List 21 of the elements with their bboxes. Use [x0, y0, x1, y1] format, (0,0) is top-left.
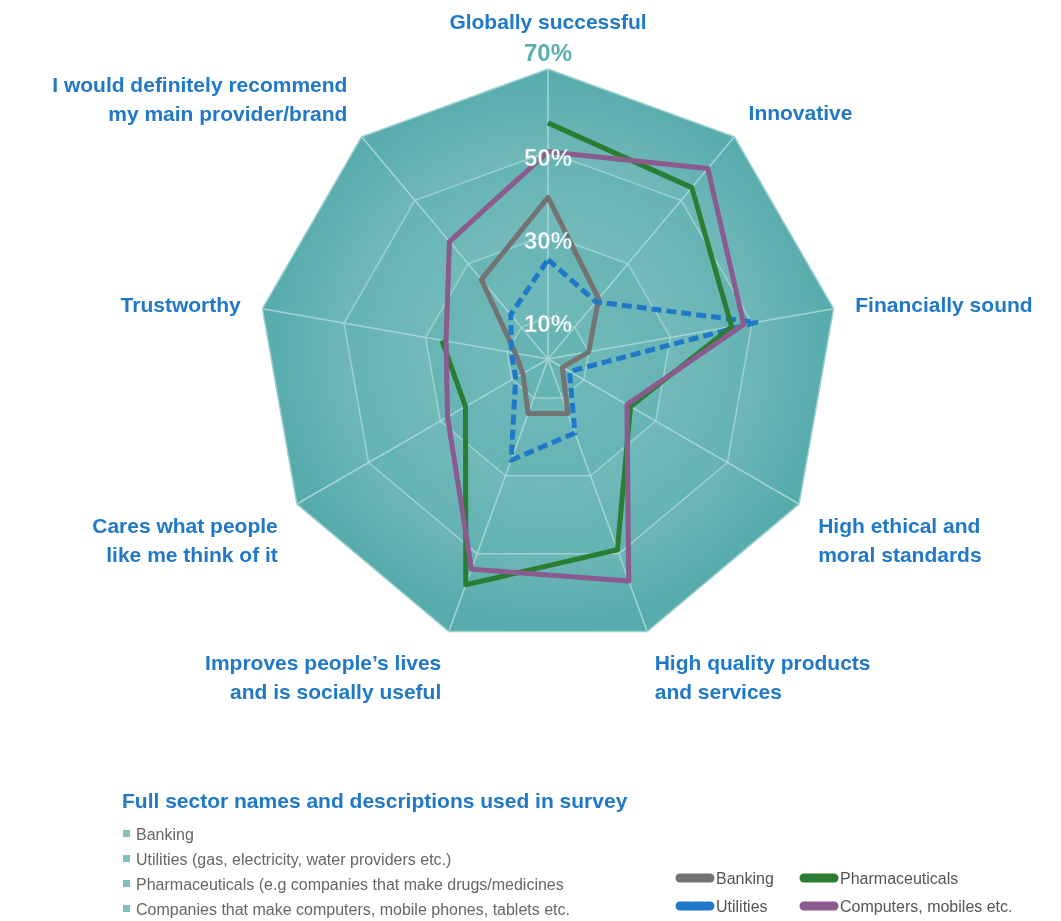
spoke-label: Innovative	[748, 100, 853, 124]
spoke-label: High ethical and moral standards	[818, 514, 982, 566]
spoke-label: Financially sound	[855, 292, 1033, 316]
spoke-label: Improves people’s lives and is socially useful	[205, 651, 442, 704]
legend-label: Pharmaceuticals	[840, 870, 959, 887]
legend-label: Banking	[716, 870, 774, 887]
text: Full sector names and descriptions used in survey	[122, 789, 628, 812]
spoke-label: Globally successful	[449, 10, 647, 33]
text: Companies that make computers, mobile phones, tablets etc.	[136, 901, 570, 918]
spoke-label: High quality products and services	[654, 651, 871, 704]
y-tick-label: 30%	[523, 226, 573, 254]
text: Pharmaceuticals (e.g companies that make drugs/medicines	[136, 876, 564, 893]
legend-label: Computers, mobiles etc.	[840, 898, 1013, 915]
legend-label: Utilities	[716, 898, 768, 915]
y-tick-label: 70%	[523, 39, 573, 66]
spoke-label: Trustworthy	[120, 292, 242, 316]
y-tick-label: 10%	[523, 309, 573, 337]
spoke-label: Cares what people like me think of it	[92, 514, 278, 566]
spoke-label: I would definitely recommend my main provider/brand	[52, 72, 348, 125]
text: Utilities (gas, electricity, water providers etc.)	[136, 851, 452, 868]
text: Banking	[136, 826, 194, 843]
